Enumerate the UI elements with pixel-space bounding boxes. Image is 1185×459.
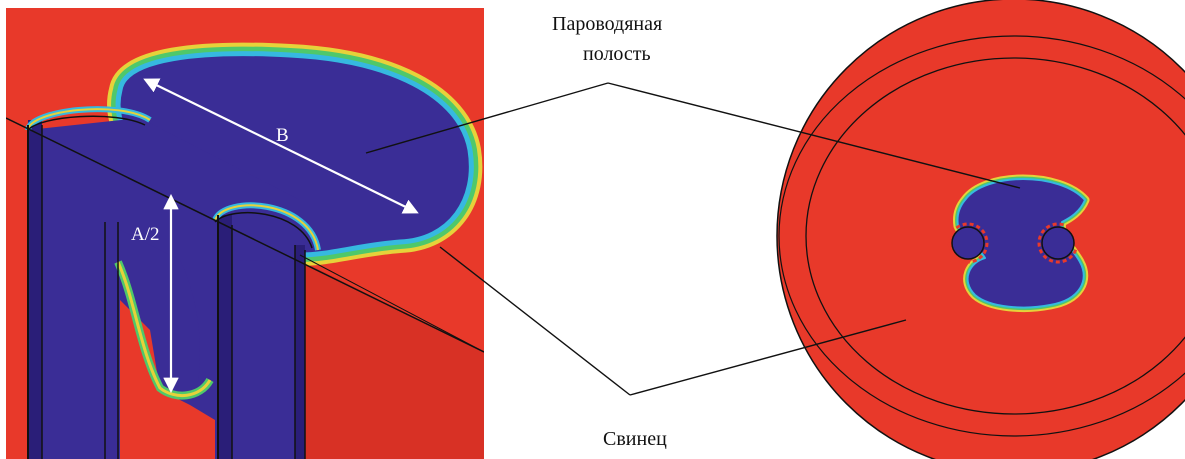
vessel-inner-ring (805, 57, 1185, 415)
right-tube-section (1041, 226, 1075, 260)
left-tube-section (951, 226, 985, 260)
cross-section-cavity (947, 174, 1090, 313)
dimension-b-arrow (143, 78, 419, 214)
cross-section-panel (776, 0, 1185, 459)
dimension-a-half-label: A/2 (131, 224, 160, 245)
section-view-panel: B A/2 (6, 8, 484, 459)
cavity-label-line2: полость (583, 43, 651, 65)
lead-label: Свинец (603, 428, 667, 450)
lead-front-face (300, 260, 484, 459)
cavity-label-line1: Пароводяная (552, 13, 662, 35)
section-plane-line (6, 117, 484, 353)
dimension-b-label: B (276, 125, 289, 146)
section-edge-line (299, 254, 484, 353)
leader-lines (365, 82, 1021, 396)
